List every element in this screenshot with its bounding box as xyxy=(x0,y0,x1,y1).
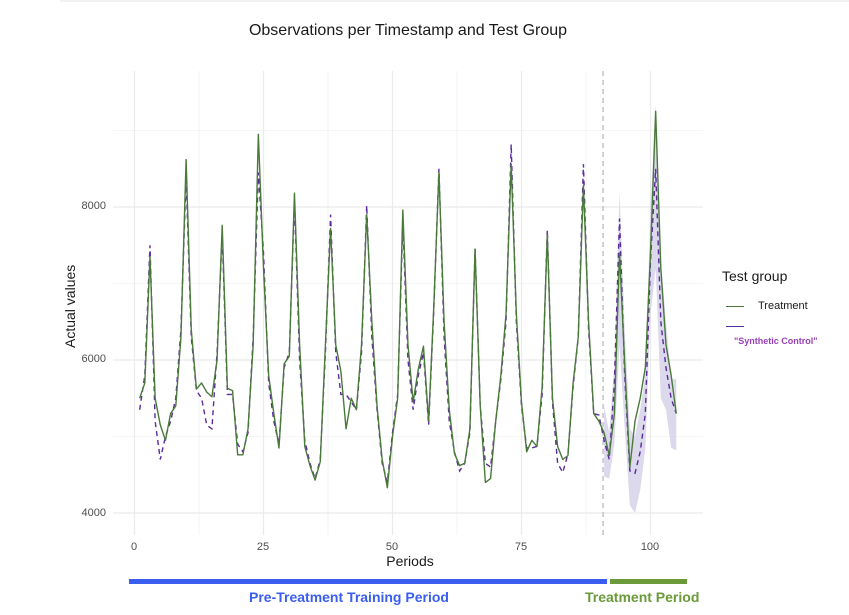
x-tick-0: 0 xyxy=(130,541,138,553)
y-tick-6000: 6000 xyxy=(81,353,106,365)
chart-title: Observations per Timestamp and Test Grou… xyxy=(248,22,568,39)
treatment-period-label: Treatment Period xyxy=(585,589,700,605)
legend-label-treatment: Treatment xyxy=(758,300,808,312)
x-tick-100: 100 xyxy=(640,541,660,553)
y-tick-4000: 4000 xyxy=(81,507,106,519)
synthetic-control-line xyxy=(138,144,677,483)
x-axis-label: Periods xyxy=(386,553,434,569)
treatment-line xyxy=(138,110,677,489)
legend: Test group Treatment "Synthetic Control" xyxy=(722,268,847,346)
treatment-period-bar xyxy=(610,579,687,584)
x-tick-50: 50 xyxy=(385,541,399,553)
x-tick-25: 25 xyxy=(256,541,270,553)
x-tick-75: 75 xyxy=(514,541,528,553)
pre-treatment-period-label: Pre-Treatment Training Period xyxy=(249,589,449,605)
synthetic-control-swatch-icon xyxy=(726,325,744,327)
grid-lines xyxy=(113,71,703,535)
treatment-swatch-icon xyxy=(726,305,744,307)
pre-treatment-period-bar xyxy=(129,579,607,584)
top-divider xyxy=(60,0,849,2)
legend-label-synthetic-control: "Synthetic Control" xyxy=(734,336,818,346)
legend-item-synthetic-control xyxy=(722,316,847,336)
legend-item-treatment: Treatment xyxy=(722,296,847,316)
y-tick-8000: 8000 xyxy=(81,200,106,212)
legend-title: Test group xyxy=(722,268,788,284)
y-axis-label: Actual values xyxy=(62,264,78,348)
